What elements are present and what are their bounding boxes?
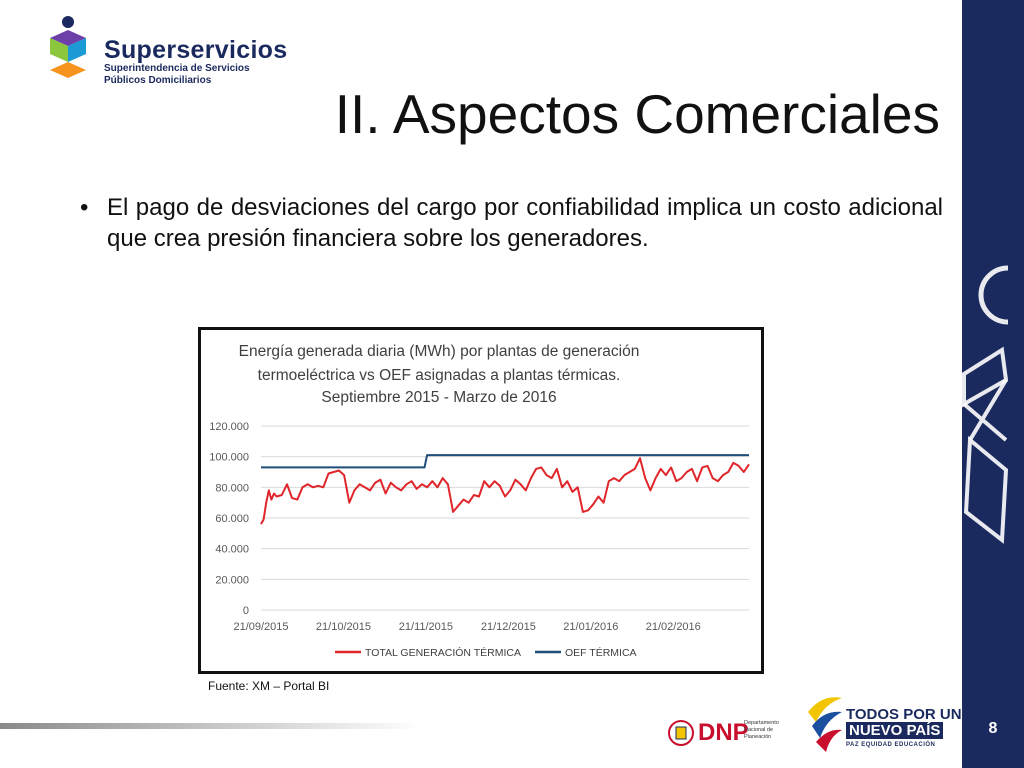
bullet-text: El pago de desviaciones del cargo por co… bbox=[107, 194, 943, 252]
legend-label: OEF TÉRMICA bbox=[565, 646, 637, 659]
chart-frame: Energía generada diaria (MWh) por planta… bbox=[198, 327, 764, 674]
dnp-logo: DNP Departamento Nacional de Planeación bbox=[668, 716, 788, 750]
todos-por-un-nuevo-pais-logo: TODOS POR UN NUEVO PAÍS PAZ EQUIDAD EDUC… bbox=[804, 692, 962, 756]
y-tick-label: 120.000 bbox=[209, 421, 249, 433]
logo-subtitle-line1: Superintendencia de Servicios bbox=[104, 63, 250, 74]
chart-series bbox=[260, 454, 750, 525]
chart-title-line: Septiembre 2015 - Marzo de 2016 bbox=[321, 389, 556, 406]
y-tick-label: 40.000 bbox=[215, 544, 249, 556]
x-tick-label: 21/09/2015 bbox=[233, 621, 288, 633]
series-line bbox=[261, 454, 749, 469]
legend-label: TOTAL GENERACIÓN TÉRMICA bbox=[365, 646, 521, 659]
y-tick-label: 20.000 bbox=[215, 574, 249, 586]
source-note: Fuente: XM – Portal BI bbox=[208, 679, 330, 693]
series-line bbox=[260, 457, 750, 525]
chart-legend: TOTAL GENERACIÓN TÉRMICA OEF TÉRMICA bbox=[335, 646, 637, 659]
x-axis-ticks: 21/09/2015 21/10/2015 21/11/2015 21/12/2015… bbox=[233, 621, 700, 633]
sidebar-decoration bbox=[962, 265, 1009, 544]
x-tick-label: 21/01/2016 bbox=[563, 621, 618, 633]
dnp-subtitle: Departamento Nacional de Planeación bbox=[744, 720, 779, 740]
colombia-shield-icon bbox=[668, 720, 694, 746]
y-tick-label: 80.000 bbox=[215, 482, 249, 494]
tpnp-line3: PAZ EQUIDAD EDUCACIÓN bbox=[846, 742, 936, 748]
x-tick-label: 21/02/2016 bbox=[646, 621, 701, 633]
logo-subtitle-line2: Públicos Domiciliarios bbox=[104, 75, 212, 86]
x-tick-label: 21/11/2015 bbox=[399, 621, 453, 633]
bullet-dot: • bbox=[80, 194, 89, 221]
bottom-divider bbox=[0, 723, 420, 729]
tpnp-line2: NUEVO PAÍS bbox=[846, 722, 944, 739]
x-tick-label: 21/10/2015 bbox=[316, 621, 371, 633]
superservicios-logo: Superservicios Superintendencia de Servi… bbox=[46, 14, 288, 86]
chart: Energía generada diaria (MWh) por planta… bbox=[209, 343, 750, 659]
superservicios-mark-icon bbox=[50, 16, 86, 78]
chart-title-line: termoeléctrica vs OEF asignadas a planta… bbox=[258, 367, 621, 384]
chart-title: Energía generada diaria (MWh) por planta… bbox=[239, 343, 640, 406]
logo-name: Superservicios bbox=[104, 36, 288, 64]
y-axis-ticks: 0 20.000 40.000 60.000 80.000 100.000 120.000 bbox=[209, 421, 249, 617]
chart-gridlines bbox=[261, 425, 749, 611]
tricolor-swoosh-icon bbox=[808, 697, 842, 752]
y-tick-label: 0 bbox=[243, 605, 249, 617]
sidebar-band bbox=[962, 0, 1024, 768]
page-number: 8 bbox=[988, 720, 998, 737]
slide-title: II. Aspectos Comerciales bbox=[334, 83, 940, 145]
tpnp-line1: TODOS POR UN bbox=[846, 706, 962, 723]
dnp-wordmark: DNP bbox=[698, 719, 749, 746]
y-tick-label: 60.000 bbox=[215, 513, 249, 525]
y-tick-label: 100.000 bbox=[209, 452, 249, 464]
chart-title-line: Energía generada diaria (MWh) por planta… bbox=[239, 343, 640, 360]
x-tick-label: 21/12/2015 bbox=[481, 621, 536, 633]
